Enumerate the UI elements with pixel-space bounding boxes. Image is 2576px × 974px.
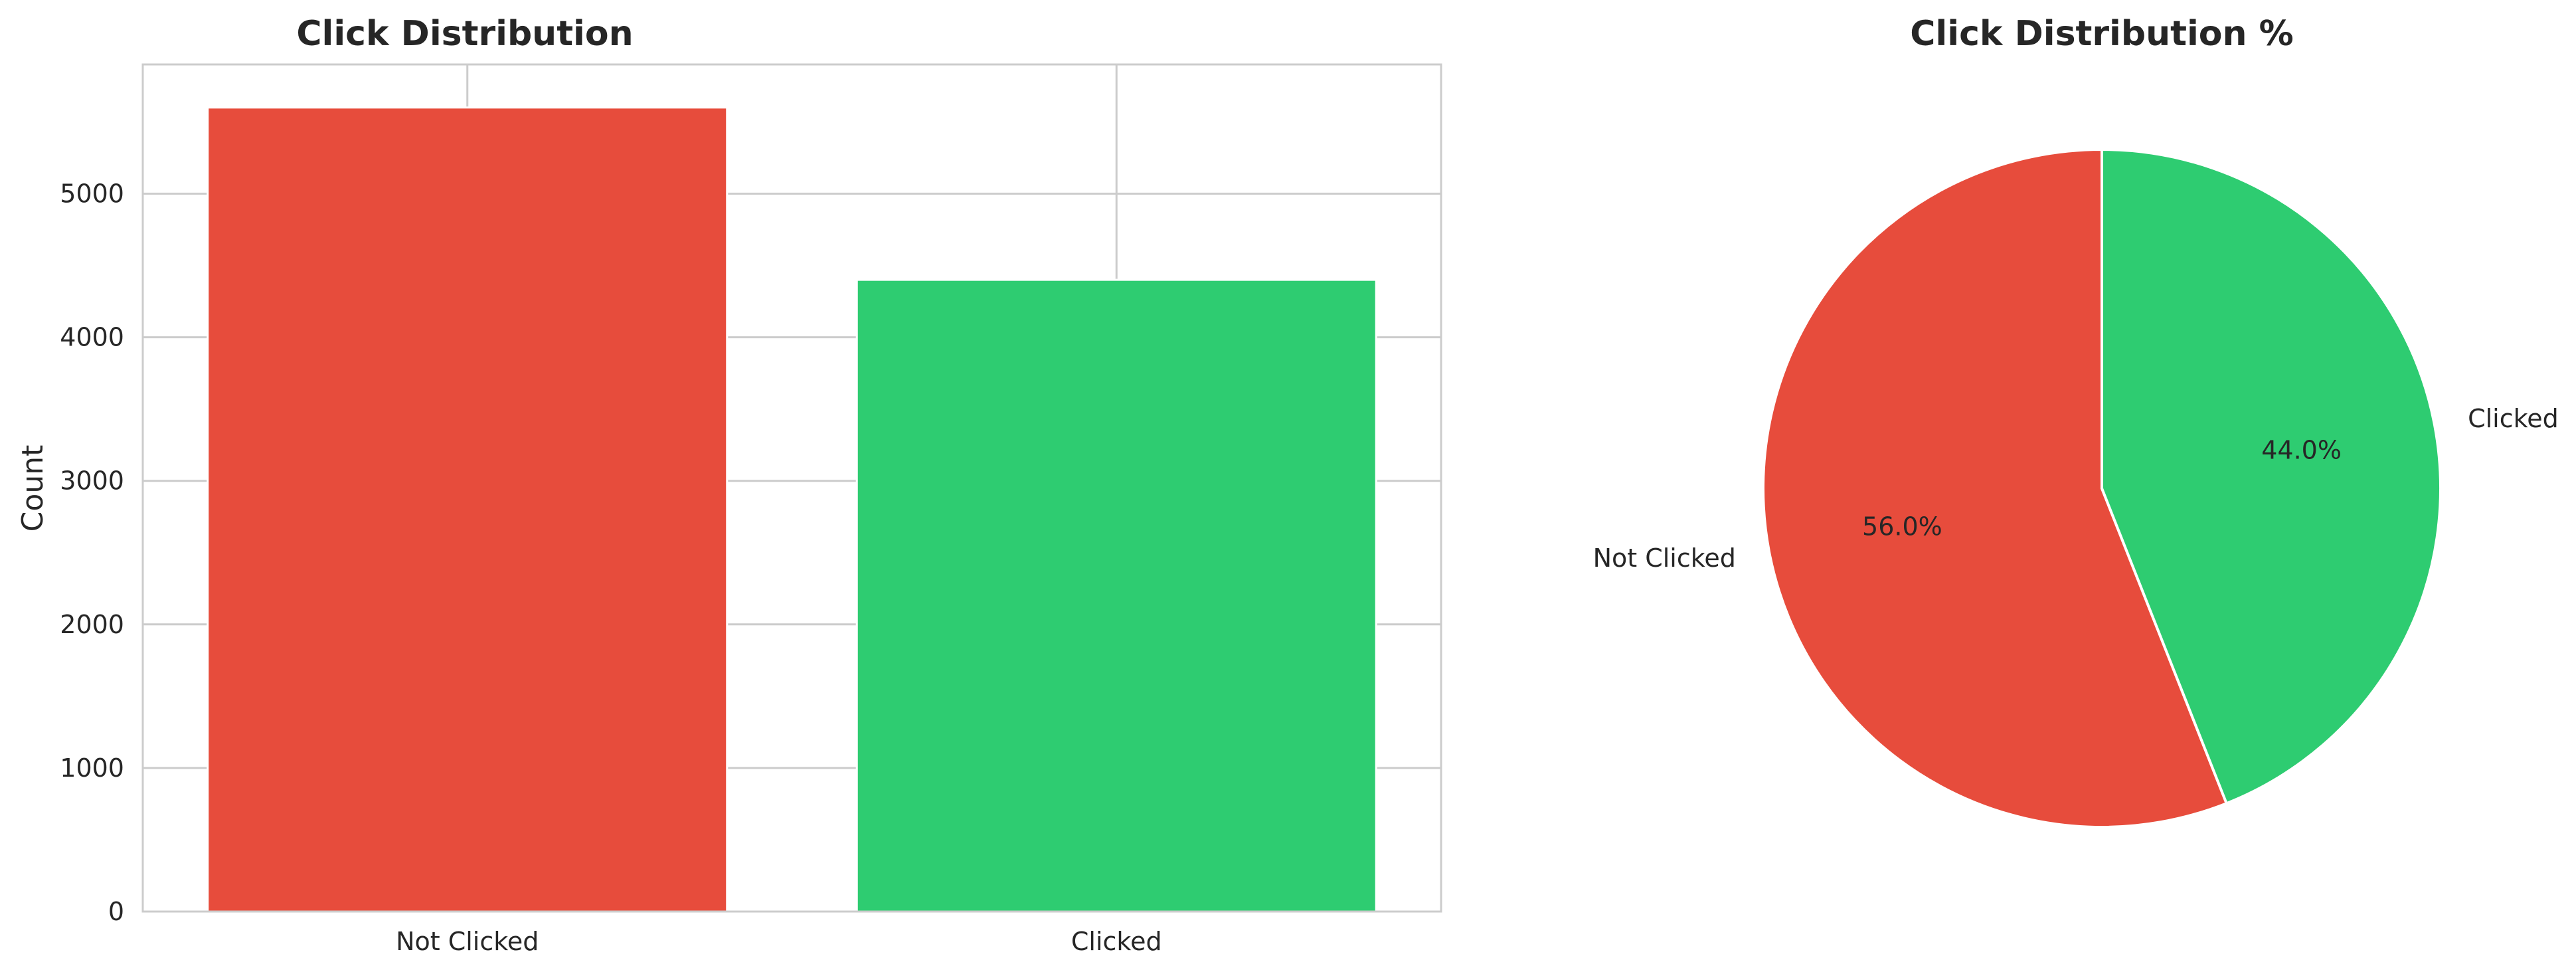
bar-chart-title: Click Distribution bbox=[296, 14, 633, 54]
bar-x-tick-label: Clicked bbox=[1071, 927, 1162, 956]
pie-chart-title: Click Distribution % bbox=[1910, 14, 2293, 54]
bar-x-ticks: Not Clicked Clicked bbox=[396, 927, 1162, 956]
bar-plot-frame bbox=[141, 63, 1442, 913]
pie-slice-not-clicked bbox=[1762, 147, 2229, 828]
bar-bars bbox=[207, 106, 1377, 913]
pie-percent-not-clicked: 56.0% bbox=[1862, 512, 1942, 541]
bar-y-tick-label: 4000 bbox=[60, 323, 124, 352]
bar-not-clicked bbox=[207, 106, 729, 913]
pie-chart: Click Distribution % Not Clicked 56.0% Cli… bbox=[1593, 14, 2559, 828]
bar-x-tick-label: Not Clicked bbox=[396, 927, 539, 956]
pie-labels: Not Clicked 56.0% Clicked 44.0% bbox=[1593, 404, 2559, 573]
pie-percent-clicked: 44.0% bbox=[2261, 436, 2342, 465]
bar-clicked bbox=[855, 278, 1377, 913]
pie-slices bbox=[1762, 147, 2442, 828]
bar-y-tick-label: 1000 bbox=[60, 753, 124, 783]
pie-label-clicked: Clicked bbox=[2468, 404, 2559, 433]
pie-slice-clicked bbox=[2101, 147, 2442, 805]
pie-label-not-clicked: Not Clicked bbox=[1593, 543, 1736, 573]
bar-y-tick-label: 5000 bbox=[60, 179, 124, 208]
bar-y-ticks: 0 1000 2000 3000 4000 5000 bbox=[60, 179, 124, 926]
bar-y-axis-label: Count bbox=[16, 445, 50, 532]
bar-chart: Click Distribution 0 1000 2000 3000 4000 5000… bbox=[16, 14, 1442, 956]
bar-y-tick-label: 0 bbox=[108, 897, 124, 926]
bar-y-tick-label: 2000 bbox=[60, 610, 124, 639]
bar-y-tick-label: 3000 bbox=[60, 466, 124, 496]
